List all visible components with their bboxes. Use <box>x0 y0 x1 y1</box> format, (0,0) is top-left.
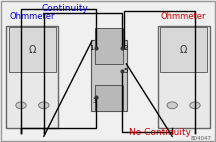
Text: 3: 3 <box>93 98 97 104</box>
Text: 1: 1 <box>89 45 94 51</box>
Text: 2: 2 <box>123 45 127 51</box>
Bar <box>95 85 123 111</box>
Circle shape <box>39 102 49 109</box>
Text: Ohmmeter: Ohmmeter <box>10 12 55 21</box>
Text: 5: 5 <box>123 68 127 74</box>
Bar <box>9 27 56 72</box>
Bar <box>160 27 207 72</box>
Bar <box>91 40 127 111</box>
Circle shape <box>167 102 177 109</box>
Circle shape <box>190 102 200 109</box>
Text: 804047: 804047 <box>191 136 212 141</box>
Text: Ohmmeter: Ohmmeter <box>161 12 206 21</box>
Circle shape <box>16 102 26 109</box>
Text: Ω: Ω <box>180 45 187 55</box>
Text: Ω: Ω <box>29 45 36 55</box>
Bar <box>158 26 210 128</box>
Bar <box>6 26 58 128</box>
Text: No Continuity: No Continuity <box>129 128 191 137</box>
Bar <box>95 28 123 64</box>
Text: Continuity: Continuity <box>41 4 88 13</box>
